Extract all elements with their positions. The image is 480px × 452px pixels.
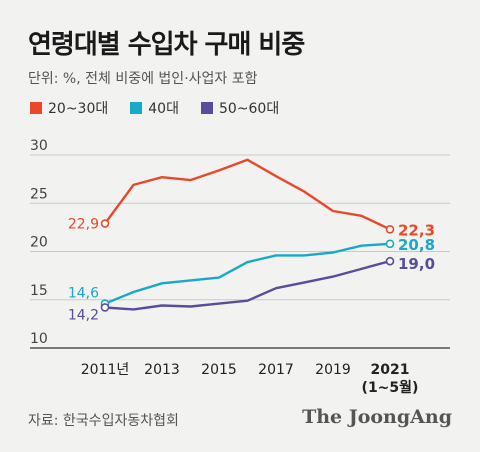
chart-subtitle: 단위: %, 전체 비중에 법인·사업자 포함 (28, 71, 258, 87)
x-tick-label: 2013 (144, 362, 180, 378)
start-value-label-0: 22,9 (68, 217, 99, 233)
x-tick-label: 2011년 (81, 362, 130, 378)
legend: 20~30대 40대 50~60대 (30, 98, 279, 118)
legend-swatch-20-30 (30, 102, 42, 114)
legend-item-20-30: 20~30대 (30, 98, 108, 118)
start-marker-2 (100, 303, 110, 312)
legend-swatch-40 (130, 102, 143, 114)
end-value-label-2: 19,0 (398, 255, 435, 273)
start-value-label-2: 14,2 (68, 307, 99, 323)
end-marker-0 (385, 225, 395, 234)
legend-label-50-60: 50~60대 (218, 101, 280, 117)
legend-item-40: 40대 (130, 98, 179, 118)
source-note: 자료: 한국수입자동차협회 (28, 413, 179, 429)
end-value-label-1: 20,8 (398, 236, 435, 254)
legend-label-20-30: 20~30대 (48, 101, 109, 117)
x-tick-label: 2019 (315, 362, 351, 378)
series-line-1 (104, 242, 391, 305)
x-tick-label: 2017 (258, 362, 294, 378)
x-tick-note: (1~5월) (362, 379, 419, 396)
end-value-label-0: 22,3 (398, 221, 435, 239)
series-line-0 (104, 158, 391, 231)
brand-logo: The JoongAng (302, 406, 452, 428)
start-marker-0 (100, 219, 110, 228)
x-tick-label: 2015 (201, 362, 237, 378)
x-tick-label: 2021 (371, 362, 410, 378)
end-marker-1 (385, 239, 395, 249)
y-tick-label: 25 (30, 186, 48, 202)
chart-title: 연령대별 수입차 구매 비중 (28, 30, 305, 60)
start-value-label-1: 14,6 (68, 286, 99, 302)
legend-label-40: 40대 (148, 101, 179, 117)
y-tick-label: 10 (30, 331, 48, 347)
y-tick-label: 15 (30, 283, 48, 299)
legend-swatch-50-60 (200, 102, 213, 114)
y-tick-label: 20 (30, 235, 48, 251)
end-marker-2 (385, 256, 395, 266)
legend-item-50-60: 50~60대 (200, 98, 280, 118)
series-line-2 (104, 259, 391, 311)
y-tick-label: 30 (30, 138, 48, 154)
